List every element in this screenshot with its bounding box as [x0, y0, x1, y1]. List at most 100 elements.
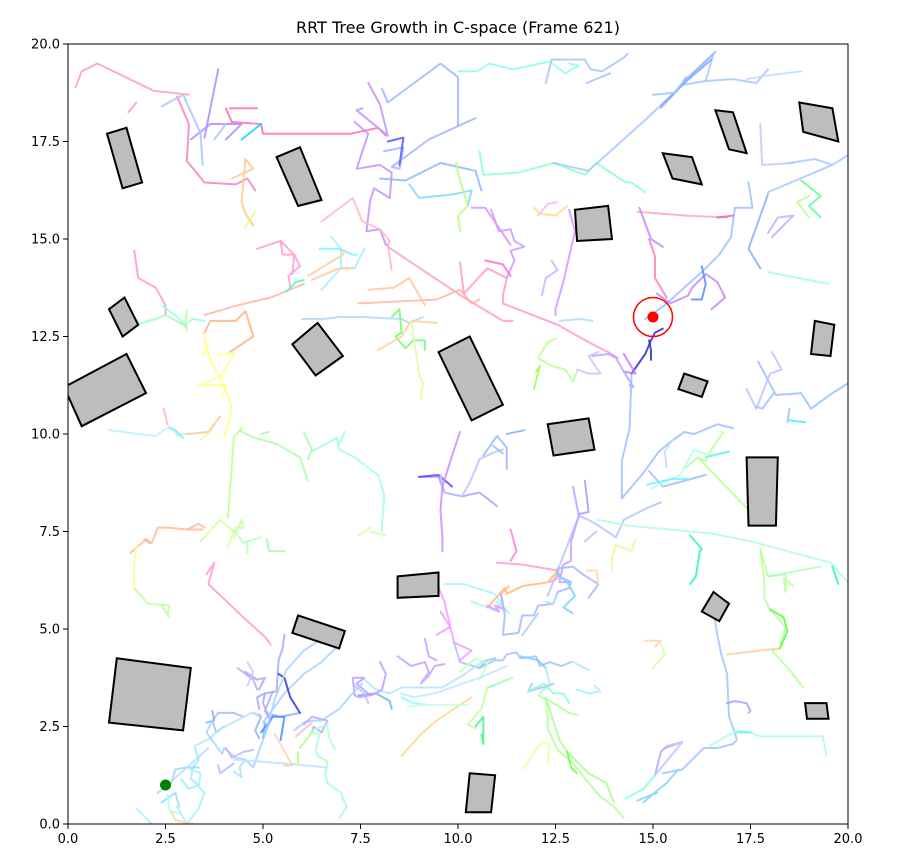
- x-tick-label: 7.5: [350, 832, 371, 847]
- tree-edge: [533, 364, 541, 391]
- tree-edge: [367, 277, 426, 307]
- tree-edge: [558, 485, 580, 584]
- obstacle: [745, 456, 779, 527]
- tree-edge: [355, 82, 389, 137]
- tree-edge: [230, 158, 255, 227]
- tree-edge: [767, 214, 795, 238]
- tree-edge: [484, 259, 512, 277]
- tree-edge: [788, 419, 807, 424]
- tree-edge: [205, 709, 216, 724]
- tree-edge: [661, 596, 738, 775]
- tree-edge: [201, 331, 233, 439]
- obstacle: [573, 204, 614, 243]
- tree-edge: [759, 123, 795, 166]
- tree-edge: [170, 811, 194, 824]
- tree-edge: [299, 731, 313, 749]
- tree-edge: [295, 721, 313, 738]
- tree-edge: [310, 267, 354, 281]
- tree-edge: [691, 265, 707, 301]
- obstacle: [275, 145, 323, 208]
- tree-edge: [260, 431, 270, 435]
- tree-edge: [533, 204, 569, 217]
- obstacle: [798, 101, 840, 143]
- tree-edge: [390, 308, 426, 352]
- tree-edge: [597, 518, 848, 584]
- tree-edge: [302, 431, 313, 461]
- tree-edge: [470, 206, 512, 246]
- tree-edge: [201, 343, 210, 357]
- obstacle: [396, 571, 440, 599]
- tree-edge: [644, 639, 662, 648]
- tree-edge: [638, 206, 664, 248]
- tree-edge: [796, 195, 810, 219]
- tree-edge: [708, 729, 828, 757]
- tree-edge: [127, 101, 138, 114]
- tree-edge: [176, 768, 206, 824]
- tree-edge: [505, 429, 526, 435]
- tree-edge: [400, 665, 508, 699]
- tree-edge: [583, 530, 598, 543]
- tree-edge: [232, 758, 247, 779]
- tree-edge: [488, 678, 508, 689]
- tree-edge: [217, 762, 235, 775]
- x-tick-label: 17.5: [736, 832, 765, 847]
- tree-edge: [246, 661, 255, 687]
- y-axis: 0.0 2.5 5.0 7.5 10.0 12.5 15.0 17.5 20.0: [31, 38, 68, 833]
- tree-edge: [769, 608, 789, 650]
- y-tick-label: 0.0: [39, 818, 60, 833]
- tree-edge: [236, 667, 259, 691]
- tree-edge: [396, 655, 446, 685]
- obstacle: [291, 614, 347, 650]
- tree-edge: [232, 758, 329, 769]
- obstacle: [68, 352, 148, 428]
- tree-edge: [381, 62, 459, 127]
- tree-edge: [745, 70, 803, 81]
- tree-edge: [546, 702, 615, 804]
- x-tick-label: 20.0: [834, 832, 863, 847]
- x-tick-label: 2.5: [155, 832, 176, 847]
- tree-edge: [133, 314, 188, 328]
- tree-edge: [546, 501, 662, 597]
- tree-edge: [585, 569, 600, 586]
- tree-edge: [747, 193, 769, 270]
- y-tick-label: 17.5: [31, 135, 60, 150]
- tree-edge: [652, 76, 688, 96]
- tree-edge: [492, 444, 504, 455]
- tree-edge: [338, 431, 346, 445]
- obstacle: [677, 372, 709, 399]
- tree-edge: [482, 435, 508, 471]
- tree-edge: [262, 692, 270, 718]
- tree-edge: [704, 450, 730, 459]
- tree-edge: [205, 561, 272, 646]
- obstacle: [107, 657, 192, 732]
- tree-edge: [310, 723, 337, 751]
- tree-edge: [455, 162, 469, 233]
- tree-edge: [423, 637, 438, 662]
- x-tick-label: 15.0: [639, 832, 668, 847]
- obstacle: [464, 772, 497, 814]
- obstacle: [661, 151, 704, 186]
- tree-edge: [759, 548, 795, 593]
- tree-edge: [193, 711, 263, 747]
- goal-region: [632, 296, 674, 338]
- tree-edge: [788, 158, 834, 166]
- tree-edge: [566, 750, 578, 775]
- tree-edge: [143, 538, 151, 545]
- tree-edge: [160, 791, 181, 808]
- tree-edge: [262, 647, 337, 724]
- y-tick-label: 10.0: [31, 428, 60, 443]
- tree-edge: [279, 240, 301, 289]
- obstacle: [546, 417, 596, 457]
- x-tick-label: 5.0: [253, 832, 274, 847]
- markers: [160, 296, 674, 791]
- tree-edge: [244, 210, 257, 229]
- tree-edge: [285, 279, 305, 293]
- tree-edge: [659, 58, 713, 108]
- tree-edge: [355, 676, 372, 697]
- tree-edge: [654, 747, 666, 777]
- x-tick-label: 10.0: [444, 832, 473, 847]
- tree-edge: [558, 318, 594, 322]
- tree-edge: [585, 72, 612, 84]
- obstacles: [68, 101, 840, 814]
